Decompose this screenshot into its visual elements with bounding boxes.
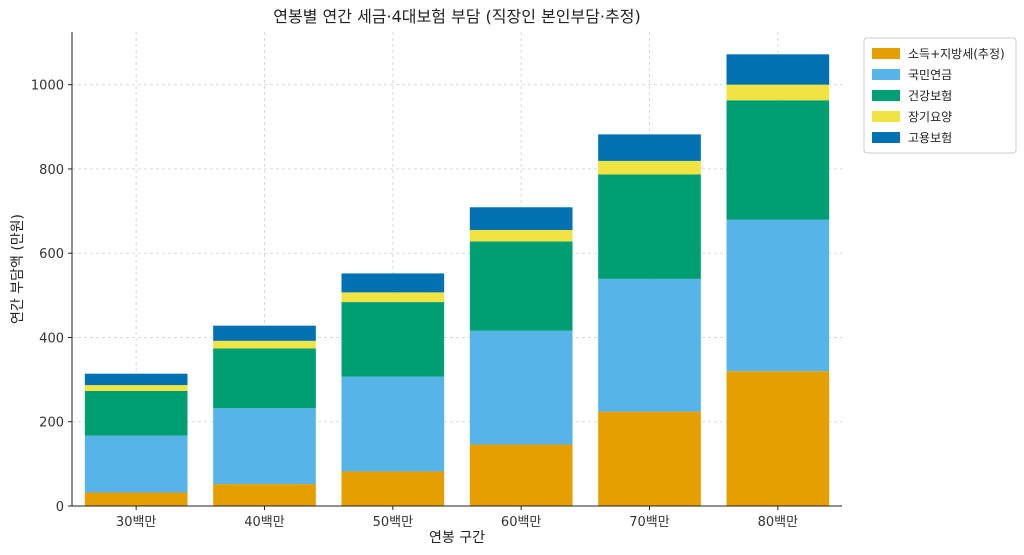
- bar-segment: [341, 292, 445, 303]
- bar-segment: [84, 373, 188, 386]
- bar-segment: [726, 54, 830, 85]
- bar-segment: [598, 160, 701, 175]
- legend-frame: [863, 37, 1017, 154]
- bar-segment: [213, 408, 316, 485]
- bar-segment: [726, 84, 830, 101]
- bar-segment: [213, 325, 316, 341]
- bar-segment: [213, 348, 316, 409]
- chart-title: 연봉별 연간 세금·4대보험 부담 (직장인 본인부담·추정): [273, 7, 640, 26]
- bar-segment: [213, 340, 316, 349]
- x-tick-label: 50백만: [373, 515, 414, 530]
- bar-segment: [341, 273, 445, 293]
- bar-segment: [469, 230, 573, 242]
- legend-swatch: [872, 90, 900, 101]
- y-tick-label: 800: [39, 163, 64, 178]
- legend-swatch: [872, 111, 900, 122]
- legend-label: 고용보험: [908, 131, 952, 145]
- y-tick-label: 0: [56, 500, 64, 515]
- legend-label: 장기요양: [908, 110, 952, 124]
- bar-segment: [726, 219, 830, 372]
- y-tick-label: 600: [39, 247, 64, 262]
- bar-segment: [598, 174, 701, 279]
- bar-segment: [84, 390, 188, 436]
- bar-segment: [469, 444, 573, 506]
- y-tick-label: 200: [39, 416, 64, 431]
- bar-segment: [726, 100, 830, 220]
- bars: [84, 54, 830, 506]
- bar-segment: [469, 330, 573, 445]
- legend-swatch: [872, 48, 900, 59]
- bar-segment: [598, 278, 701, 412]
- legend-swatch: [872, 132, 900, 143]
- bar-segment: [726, 371, 830, 506]
- bar-segment: [598, 134, 701, 161]
- x-axis-title: 연봉 구간: [429, 530, 485, 546]
- bar-segment: [469, 241, 573, 331]
- bar-segment: [598, 411, 701, 506]
- bar-segment: [84, 492, 188, 506]
- legend-swatch: [872, 69, 900, 80]
- grid-lines: [72, 32, 842, 507]
- legend-label: 소득+지방세(추정): [908, 47, 1005, 61]
- bar-segment: [84, 385, 188, 391]
- bar-segment: [469, 207, 573, 231]
- bar-segment: [341, 302, 445, 377]
- bar-segment: [84, 435, 188, 493]
- x-tick-label: 60백만: [501, 515, 542, 530]
- x-tick-label: 70백만: [629, 515, 670, 530]
- y-tick-label: 1000: [31, 79, 64, 94]
- y-tick-label: 400: [39, 331, 64, 346]
- bar-segment: [341, 471, 445, 506]
- x-tick-label: 40백만: [244, 515, 285, 530]
- y-axis-title: 연간 부담액 (만원): [10, 214, 26, 324]
- bar-segment: [341, 376, 445, 472]
- axes: [71, 32, 842, 507]
- legend-label: 국민연금: [908, 68, 952, 82]
- x-tick-label: 30백만: [116, 515, 157, 530]
- bar-segment: [213, 484, 316, 506]
- tick-labels: 0 200 400 600 800 1000 30백만 40백만 50백만 60백만 70백만 80백…: [31, 79, 798, 530]
- x-tick-label: 80백만: [758, 515, 799, 530]
- legend-label: 건강보험: [908, 89, 952, 103]
